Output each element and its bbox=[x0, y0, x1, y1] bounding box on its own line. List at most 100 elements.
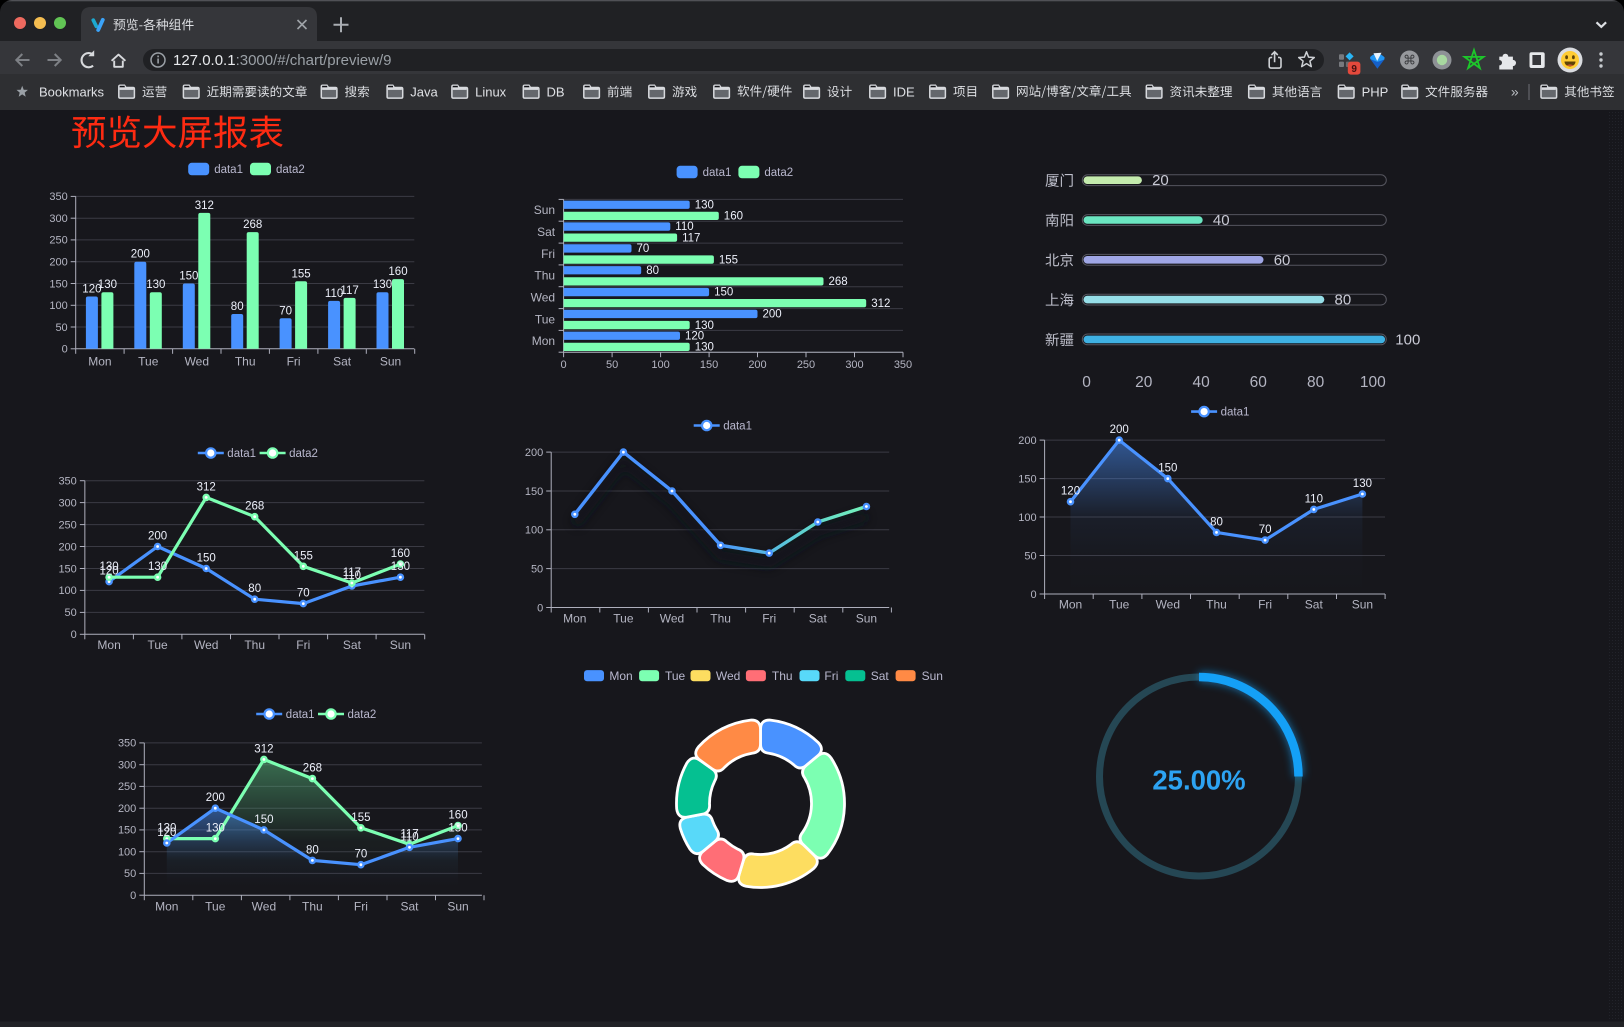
svg-text:200: 200 bbox=[525, 447, 543, 459]
svg-text:⌘: ⌘ bbox=[1403, 53, 1416, 68]
svg-text:Thu: Thu bbox=[772, 669, 793, 683]
svg-text:Fri: Fri bbox=[541, 247, 555, 261]
svg-text:200: 200 bbox=[131, 249, 150, 261]
svg-text:110: 110 bbox=[675, 221, 693, 233]
svg-text:110: 110 bbox=[1305, 493, 1323, 505]
svg-text:80: 80 bbox=[646, 265, 659, 277]
svg-text:150: 150 bbox=[714, 287, 733, 299]
svg-text:80: 80 bbox=[1210, 516, 1223, 528]
svg-text:Fri: Fri bbox=[296, 638, 310, 652]
svg-text:Wed: Wed bbox=[716, 669, 740, 683]
svg-text:350: 350 bbox=[118, 738, 136, 750]
svg-text:70: 70 bbox=[1259, 524, 1272, 536]
svg-text:150: 150 bbox=[118, 825, 136, 837]
svg-text:Sat: Sat bbox=[871, 669, 890, 683]
svg-text:100: 100 bbox=[118, 847, 136, 859]
svg-text:data1: data1 bbox=[1221, 407, 1250, 419]
svg-text:Tue: Tue bbox=[665, 669, 686, 683]
svg-text:40: 40 bbox=[1213, 212, 1230, 229]
svg-text:130: 130 bbox=[695, 320, 714, 332]
svg-text:110: 110 bbox=[400, 831, 418, 843]
svg-text:PHP: PHP bbox=[1362, 85, 1389, 100]
svg-text:Fri: Fri bbox=[287, 354, 301, 368]
svg-text:268: 268 bbox=[829, 276, 848, 288]
svg-text:0: 0 bbox=[537, 602, 543, 614]
svg-text:350: 350 bbox=[49, 191, 67, 203]
svg-text:Mon: Mon bbox=[88, 354, 111, 368]
svg-text:300: 300 bbox=[118, 760, 136, 772]
svg-text:130: 130 bbox=[391, 561, 410, 573]
svg-text:Sun: Sun bbox=[380, 354, 401, 368]
svg-text:»: » bbox=[1511, 84, 1519, 100]
svg-text:100: 100 bbox=[1395, 331, 1420, 348]
svg-text:350: 350 bbox=[58, 476, 76, 488]
svg-text:DB: DB bbox=[547, 85, 565, 100]
svg-text:data2: data2 bbox=[764, 167, 793, 179]
svg-text:data1: data1 bbox=[286, 709, 315, 721]
svg-text:110: 110 bbox=[325, 288, 343, 300]
svg-text:80: 80 bbox=[1307, 374, 1325, 391]
svg-text:200: 200 bbox=[1018, 435, 1036, 447]
svg-text:312: 312 bbox=[195, 200, 214, 212]
svg-text:250: 250 bbox=[118, 781, 136, 793]
svg-text:Tue: Tue bbox=[535, 312, 556, 326]
svg-text:100: 100 bbox=[58, 585, 76, 597]
svg-text:80: 80 bbox=[1335, 292, 1352, 309]
svg-text:Fri: Fri bbox=[354, 900, 368, 914]
svg-text:25.00%: 25.00% bbox=[1152, 765, 1245, 796]
svg-text:155: 155 bbox=[294, 550, 313, 562]
svg-text:160: 160 bbox=[388, 266, 407, 278]
svg-text:200: 200 bbox=[206, 792, 225, 804]
svg-text:20: 20 bbox=[1152, 172, 1169, 189]
svg-text:100: 100 bbox=[49, 300, 67, 312]
svg-text:155: 155 bbox=[351, 812, 370, 824]
svg-text:Thu: Thu bbox=[302, 900, 323, 914]
svg-text:50: 50 bbox=[124, 868, 136, 880]
svg-text:Sat: Sat bbox=[1305, 597, 1324, 611]
svg-text:Wed: Wed bbox=[1156, 597, 1180, 611]
svg-text:data2: data2 bbox=[348, 709, 377, 721]
svg-text:data1: data1 bbox=[703, 167, 732, 179]
svg-text:200: 200 bbox=[49, 257, 67, 269]
svg-text:80: 80 bbox=[306, 844, 319, 856]
svg-text:Thu: Thu bbox=[534, 269, 555, 283]
svg-text:200: 200 bbox=[148, 531, 167, 543]
svg-text:130: 130 bbox=[148, 561, 167, 573]
svg-text:Linux: Linux bbox=[475, 85, 507, 100]
svg-text:120: 120 bbox=[157, 827, 176, 839]
svg-text:Sat: Sat bbox=[537, 225, 556, 239]
svg-text:120: 120 bbox=[82, 284, 101, 296]
svg-text:130: 130 bbox=[146, 279, 165, 291]
svg-text:Sun: Sun bbox=[534, 203, 555, 217]
svg-text:Wed: Wed bbox=[252, 900, 276, 914]
svg-text:150: 150 bbox=[1158, 463, 1177, 475]
svg-text:155: 155 bbox=[292, 268, 311, 280]
svg-text:130: 130 bbox=[157, 823, 176, 835]
svg-text:Tue: Tue bbox=[1109, 597, 1130, 611]
svg-text:0: 0 bbox=[62, 344, 68, 356]
svg-text:200: 200 bbox=[763, 309, 782, 321]
svg-text:117: 117 bbox=[343, 567, 361, 579]
svg-text:50: 50 bbox=[1024, 550, 1036, 562]
svg-text:Sat: Sat bbox=[400, 900, 419, 914]
svg-text:268: 268 bbox=[245, 501, 264, 513]
svg-text:155: 155 bbox=[719, 254, 738, 266]
svg-text:150: 150 bbox=[700, 359, 718, 371]
svg-text:127.0.0.1:3000/#/chart/preview: 127.0.0.1:3000/#/chart/preview/9 bbox=[173, 52, 392, 69]
svg-text:Sun: Sun bbox=[856, 611, 877, 625]
svg-text:160: 160 bbox=[448, 810, 467, 822]
svg-text:130: 130 bbox=[373, 279, 392, 291]
svg-text:Sun: Sun bbox=[447, 900, 468, 914]
svg-text:Mon: Mon bbox=[563, 611, 586, 625]
svg-text:Fri: Fri bbox=[1258, 597, 1272, 611]
svg-text:110: 110 bbox=[343, 570, 361, 582]
svg-text:Tue: Tue bbox=[613, 611, 634, 625]
svg-text:200: 200 bbox=[748, 359, 766, 371]
svg-text:Sat: Sat bbox=[343, 638, 362, 652]
svg-text:Sat: Sat bbox=[809, 611, 828, 625]
svg-text:80: 80 bbox=[248, 583, 261, 595]
svg-text:Sun: Sun bbox=[390, 638, 411, 652]
svg-text:0: 0 bbox=[1082, 374, 1091, 391]
svg-text:130: 130 bbox=[448, 823, 467, 835]
svg-text:Sat: Sat bbox=[333, 354, 352, 368]
